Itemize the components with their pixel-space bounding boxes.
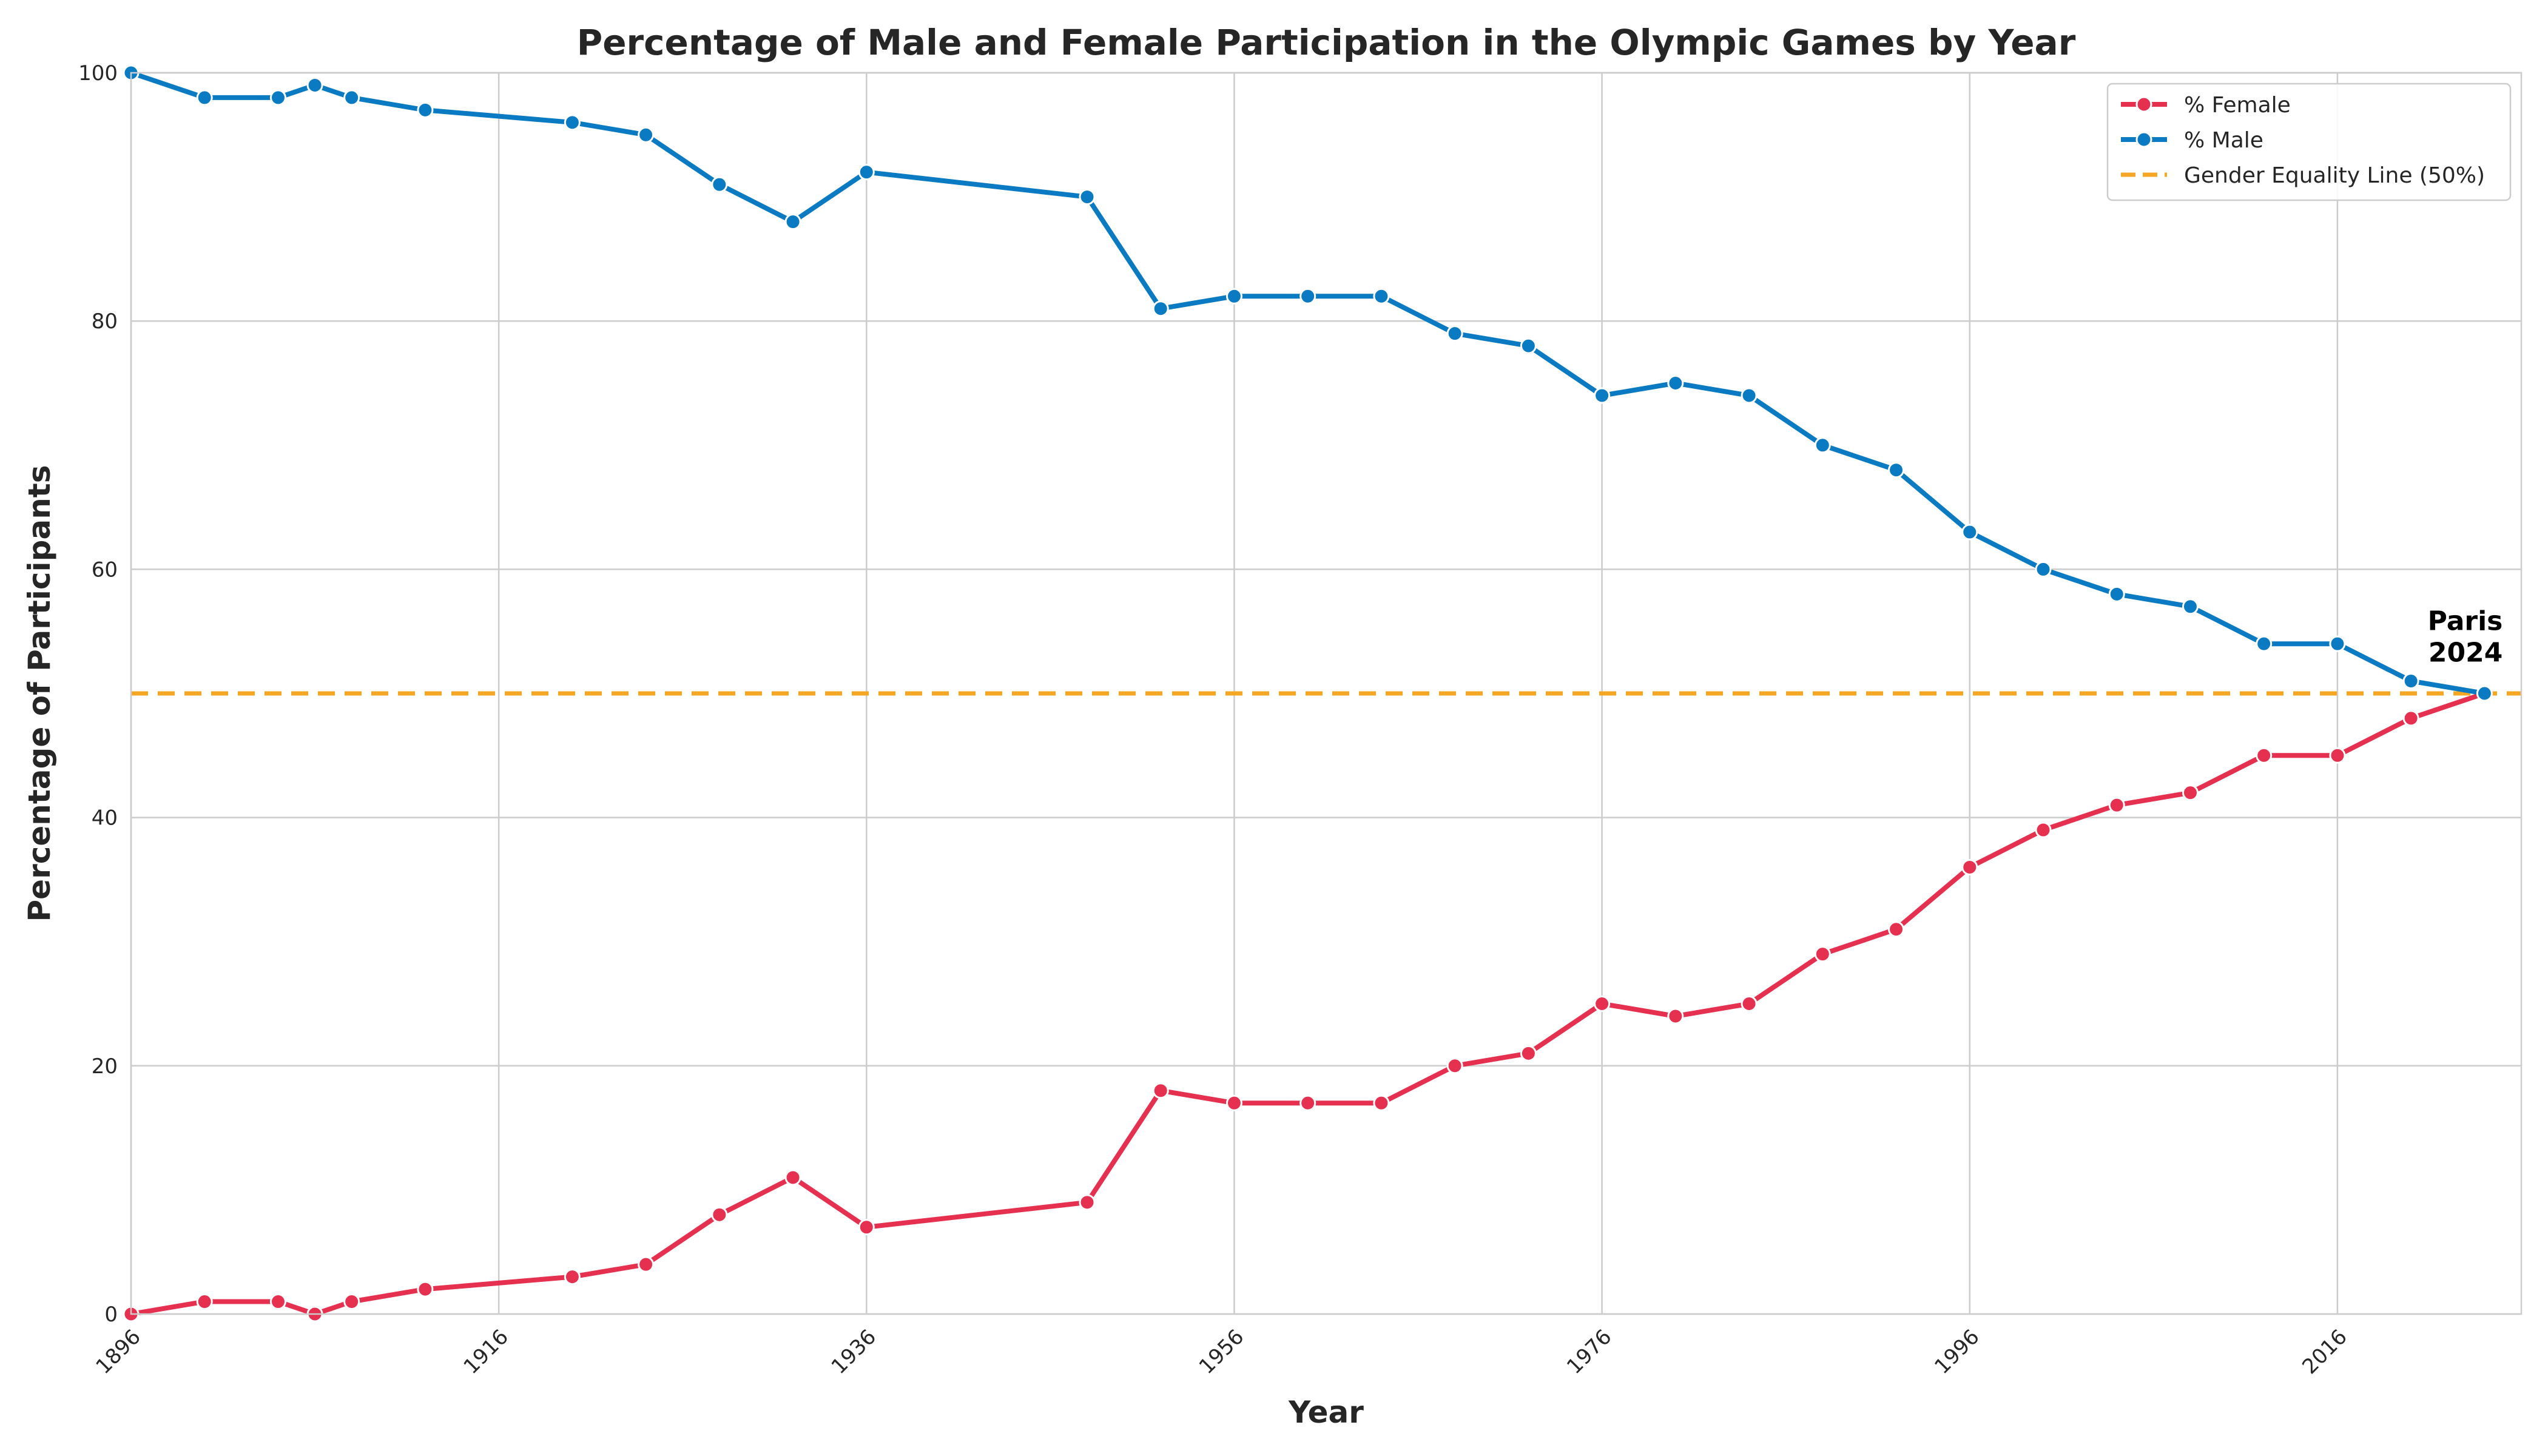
data-point-male bbox=[784, 214, 801, 231]
y-tick-label: 40 bbox=[92, 806, 118, 831]
series-female bbox=[123, 685, 2493, 1323]
data-point-male bbox=[564, 114, 581, 131]
data-point-male bbox=[306, 76, 323, 93]
legend: % Female % Male Gender Equality Line (50%) bbox=[2106, 83, 2512, 201]
y-tick-label: 100 bbox=[78, 61, 118, 86]
data-point-male bbox=[2476, 685, 2493, 702]
data-point-female bbox=[417, 1281, 434, 1298]
data-point-female bbox=[1225, 1094, 1242, 1111]
data-point-male bbox=[1741, 387, 1758, 404]
data-point-female bbox=[1079, 1194, 1096, 1211]
data-point-female bbox=[343, 1293, 360, 1310]
data-point-female bbox=[564, 1269, 581, 1286]
legend-marker bbox=[2135, 131, 2152, 148]
data-point-male bbox=[196, 89, 213, 106]
data-point-female bbox=[1373, 1094, 1390, 1111]
data-point-male bbox=[417, 101, 434, 118]
data-point-male bbox=[1225, 288, 1242, 305]
data-point-male bbox=[2256, 635, 2273, 652]
data-point-female bbox=[1667, 1008, 1684, 1025]
data-point-female bbox=[1446, 1057, 1463, 1074]
data-point-female bbox=[1888, 921, 1905, 938]
data-point-female bbox=[1152, 1082, 1169, 1099]
legend-marker bbox=[2135, 96, 2152, 113]
data-point-male bbox=[2182, 598, 2199, 615]
data-point-male bbox=[1961, 524, 1978, 541]
data-point-female bbox=[196, 1293, 213, 1310]
data-point-male bbox=[343, 89, 360, 106]
legend-box bbox=[2106, 83, 2512, 201]
data-point-male bbox=[2108, 585, 2125, 602]
data-point-male bbox=[1667, 375, 1684, 391]
paris-2024-annotation: Paris 2024 bbox=[2428, 606, 2503, 669]
data-point-male bbox=[2035, 561, 2052, 578]
data-point-male bbox=[1520, 337, 1537, 354]
y-axis-label: Percentage of Participants bbox=[22, 465, 57, 922]
data-point-male bbox=[1299, 288, 1316, 305]
annotation-line: Paris bbox=[2428, 606, 2503, 637]
data-point-male bbox=[1152, 300, 1169, 317]
y-tick-label: 60 bbox=[92, 558, 118, 582]
data-point-female bbox=[2256, 747, 2273, 764]
data-point-female bbox=[2329, 747, 2346, 764]
data-point-male bbox=[1594, 387, 1611, 404]
data-point-male bbox=[711, 176, 728, 193]
annotation-layer: Paris 2024 bbox=[2428, 606, 2503, 669]
x-tick-label: 1996 bbox=[1930, 1325, 1984, 1379]
y-tick-label: 0 bbox=[104, 1303, 118, 1327]
x-tick-label: 1936 bbox=[827, 1325, 881, 1379]
data-point-female bbox=[784, 1169, 801, 1186]
x-tick-label: 1916 bbox=[459, 1325, 513, 1379]
data-point-male bbox=[1814, 437, 1831, 454]
annotation-line: 2024 bbox=[2428, 638, 2502, 669]
data-point-male bbox=[638, 126, 655, 143]
x-axis-label: Year bbox=[1288, 1395, 1364, 1430]
x-tick-label: 2016 bbox=[2297, 1325, 2351, 1379]
y-tick-label: 20 bbox=[92, 1054, 118, 1079]
x-tick-label: 1976 bbox=[1562, 1325, 1616, 1379]
data-point-female bbox=[269, 1293, 286, 1310]
data-point-female bbox=[2182, 784, 2199, 801]
data-point-female bbox=[1594, 996, 1611, 1012]
data-point-male bbox=[2402, 673, 2419, 690]
data-point-male bbox=[1079, 189, 1096, 206]
legend-label: Gender Equality Line (50%) bbox=[2184, 163, 2485, 188]
chart-title: Percentage of Male and Female Participat… bbox=[577, 22, 2076, 63]
data-point-female bbox=[711, 1206, 728, 1223]
series-male bbox=[123, 64, 2493, 702]
data-point-male bbox=[1888, 462, 1905, 479]
data-point-male bbox=[1373, 288, 1390, 305]
data-point-female bbox=[858, 1219, 875, 1236]
data-point-female bbox=[1741, 996, 1758, 1012]
data-point-male bbox=[858, 164, 875, 181]
data-point-male bbox=[269, 89, 286, 106]
data-point-female bbox=[1961, 858, 1978, 875]
y-tick-label: 80 bbox=[92, 309, 118, 334]
x-tick-label: 1896 bbox=[91, 1325, 145, 1379]
data-point-female bbox=[1520, 1045, 1537, 1062]
data-point-female bbox=[2402, 710, 2419, 727]
data-point-female bbox=[1814, 946, 1831, 963]
data-point-female bbox=[2035, 821, 2052, 838]
series-layer bbox=[123, 64, 2493, 1323]
data-point-female bbox=[2108, 797, 2125, 814]
data-point-male bbox=[2329, 635, 2346, 652]
plot-frame bbox=[130, 72, 2523, 1315]
data-point-male bbox=[1446, 325, 1463, 342]
data-point-female bbox=[638, 1256, 655, 1273]
data-point-female bbox=[1299, 1094, 1316, 1111]
legend-label: % Male bbox=[2184, 128, 2263, 153]
legend-label: % Female bbox=[2184, 93, 2291, 118]
x-tick-label: 1956 bbox=[1195, 1325, 1249, 1379]
